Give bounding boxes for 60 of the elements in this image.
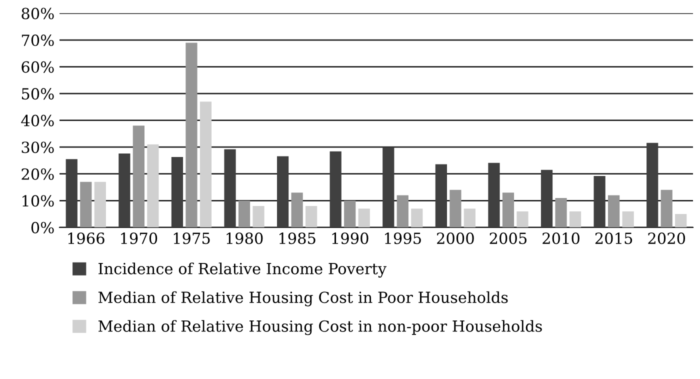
bar (646, 142, 658, 228)
bar (450, 190, 462, 228)
bar (66, 159, 78, 228)
y-tick-label: 80% (22, 8, 54, 20)
bar (291, 192, 303, 228)
x-tick-label: 1985 (279, 232, 316, 244)
bar (171, 157, 184, 228)
bar (569, 211, 582, 228)
bar (594, 176, 606, 228)
bar (502, 192, 514, 228)
bar (516, 211, 528, 228)
x-tick-label: 2010 (542, 232, 580, 244)
bar (238, 200, 250, 228)
bar (358, 208, 370, 228)
bar (555, 198, 567, 228)
y-tick-label: 70% (22, 34, 54, 46)
bar (277, 156, 289, 228)
x-tick-label: 2000 (437, 232, 474, 244)
x-tick-label: 2015 (595, 232, 632, 244)
bar (396, 195, 408, 228)
y-tick-label: 10% (22, 195, 54, 207)
x-tick-label: 1970 (121, 232, 158, 244)
bar (186, 42, 198, 228)
bar (608, 195, 620, 228)
bar (344, 200, 356, 228)
bar (435, 164, 447, 228)
legend-label: Incidence of Relative Income Poverty (98, 262, 387, 278)
x-tick-label: 1975 (174, 232, 210, 244)
x-tick-label: 1966 (68, 232, 104, 244)
bar (660, 190, 672, 228)
bar (118, 154, 130, 228)
y-tick-label: 30% (22, 142, 54, 154)
bar (330, 151, 342, 228)
bar (622, 211, 634, 228)
y-tick-label: 40% (21, 114, 54, 126)
bar (252, 206, 264, 228)
bar (675, 214, 687, 228)
bar (540, 170, 553, 228)
bar (94, 182, 106, 228)
bar (80, 182, 92, 228)
x-tick-label: 2005 (490, 232, 526, 244)
bar (147, 144, 159, 228)
bar (488, 162, 500, 228)
legend-label: Median of Relative Housing Cost in Poor Households (98, 291, 508, 306)
y-tick-label: 50% (22, 88, 54, 100)
x-tick-label: 1990 (332, 232, 368, 244)
bar (464, 208, 476, 228)
bar (224, 149, 236, 228)
bar (382, 147, 394, 228)
bar (132, 126, 144, 228)
x-tick-label: 1980 (226, 232, 263, 244)
y-tick-label: 20% (22, 168, 54, 180)
y-tick-label: 60% (22, 61, 54, 73)
legend-label: Median of Relative Housing Cost in non-poor Households (98, 320, 542, 336)
bar (200, 102, 212, 228)
x-tick-label: 2020 (648, 232, 686, 244)
bar (306, 206, 318, 228)
bar (411, 208, 423, 228)
x-tick-label: 1995 (385, 232, 421, 244)
y-tick-label: 0% (31, 222, 54, 234)
